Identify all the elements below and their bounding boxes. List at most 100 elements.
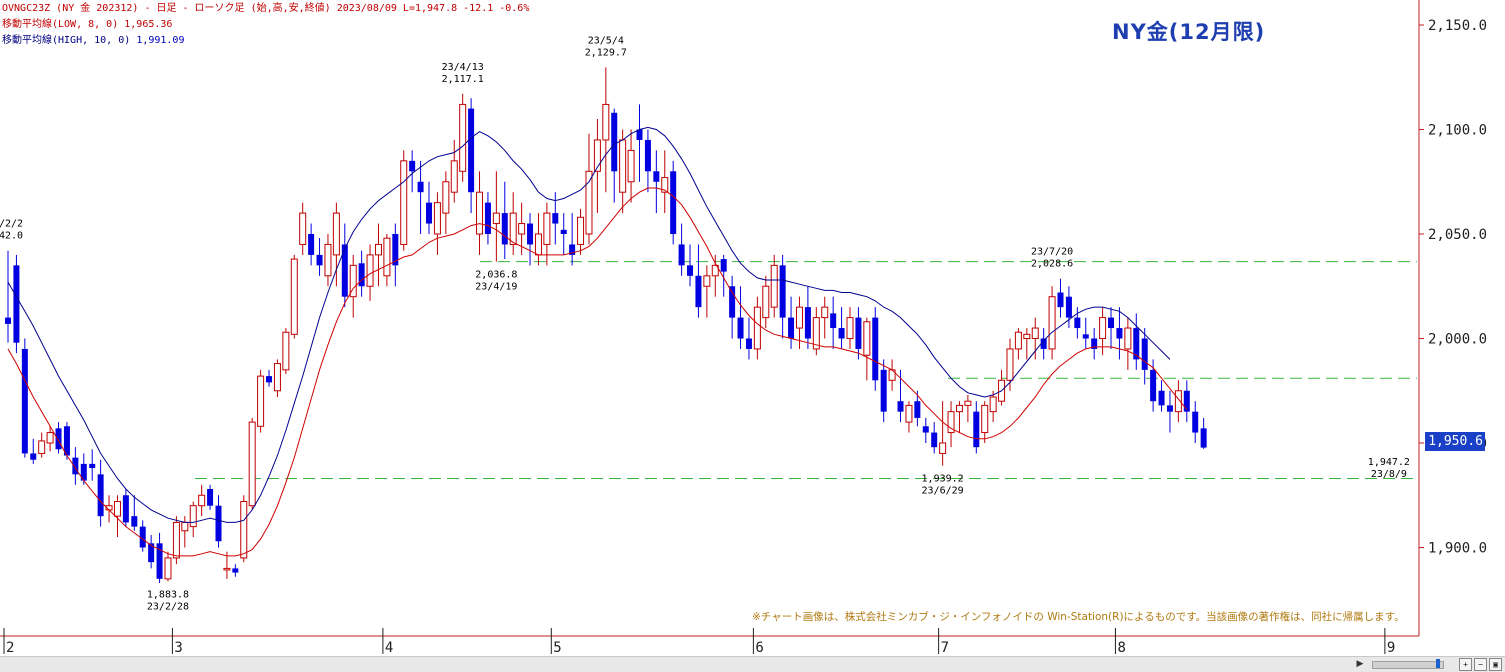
candle-body-up xyxy=(543,212,551,245)
candle-body-up xyxy=(947,411,955,434)
candle-body-down xyxy=(207,488,214,506)
candle-body-up xyxy=(1023,333,1031,340)
ma-low-value: 1,965.36 xyxy=(124,19,173,30)
candle-body-up xyxy=(1031,327,1039,339)
chart-scrollbar[interactable]: ▶ + − ▣ xyxy=(0,656,1505,672)
candle-body-down xyxy=(13,265,20,343)
candle-body-down xyxy=(1065,296,1072,318)
candle-body-down xyxy=(1040,338,1047,349)
ma-high-line xyxy=(7,126,1171,523)
ma-low-label: 移動平均線(LOW, 8, 0) xyxy=(2,19,119,30)
candle-body-down xyxy=(72,457,79,475)
ma-high-label: 移動平均線(HIGH, 10, 0) xyxy=(2,35,131,46)
candle-body-down xyxy=(1091,338,1098,349)
candle-body-down xyxy=(678,244,685,266)
candle-body-up xyxy=(492,212,500,225)
candle-body-up xyxy=(332,212,340,256)
candle-body-up xyxy=(299,212,307,245)
candle-body-up xyxy=(619,139,627,193)
candle-body-up xyxy=(711,264,719,277)
candle-body-up xyxy=(753,306,761,350)
candle-body-up xyxy=(1174,390,1182,413)
candle-body-down xyxy=(215,505,222,542)
annotation-label: 042.0 xyxy=(0,231,23,242)
zoom-in-icon[interactable]: + xyxy=(1459,658,1472,671)
y-tick-label: 2,100.0 xyxy=(1428,123,1487,139)
candle-body-up xyxy=(189,505,197,528)
annotation-label: 1,883.8 xyxy=(147,589,189,600)
candle-body-down xyxy=(30,453,37,460)
candle-body-up xyxy=(450,160,458,193)
x-month-label: 2 xyxy=(6,640,14,656)
fit-view-icon[interactable]: ▣ xyxy=(1489,658,1502,671)
candle-body-up xyxy=(459,103,467,172)
annotation-label: 23/2/28 xyxy=(147,601,189,612)
candle-body-down xyxy=(468,108,475,193)
candle-body-up xyxy=(290,258,298,335)
candle-body-up xyxy=(509,212,517,245)
candle-body-down xyxy=(729,286,736,318)
candle-body-down xyxy=(720,259,727,272)
annotation-label: 23/8/9 xyxy=(1371,469,1407,480)
candle-body-down xyxy=(1150,369,1157,402)
candle-body-up xyxy=(223,567,231,571)
candle-body-down xyxy=(830,313,837,329)
candle-body-up xyxy=(955,404,963,413)
candle-body-down xyxy=(880,369,887,412)
candle-body-down xyxy=(409,160,416,172)
candle-body-down xyxy=(1108,317,1115,329)
annotation-label: 3/2/2 xyxy=(0,219,23,230)
x-month-label: 8 xyxy=(1117,640,1125,656)
candle-body-up xyxy=(433,202,441,235)
zoom-out-icon[interactable]: − xyxy=(1474,658,1487,671)
annotation-label: 23/5/4 xyxy=(588,35,624,46)
scroll-right-arrow-icon[interactable]: ▶ xyxy=(1356,659,1364,669)
annotation-label: 23/6/29 xyxy=(922,486,964,497)
candle-body-down xyxy=(644,139,651,172)
candle-body-up xyxy=(905,404,913,423)
x-month-label: 9 xyxy=(1387,640,1395,656)
candle-body-down xyxy=(308,234,315,255)
candle-body-up xyxy=(661,177,669,193)
candle-body-up xyxy=(38,440,46,454)
ma-high-legend: 移動平均線(HIGH, 10, 0) 1,991.09 xyxy=(2,35,184,47)
candle-body-up xyxy=(770,264,778,308)
header-line1: OVNGC23Z (NY 金 202312) - 日足 - ローソク足 (始,高… xyxy=(2,3,530,14)
copyright-note: ※チャート画像は、株式会社ミンカブ・ジ・インフォノイドの Win-Station… xyxy=(752,611,1405,623)
x-month-label: 4 xyxy=(385,640,393,656)
candle-body-up xyxy=(602,103,610,141)
zoom-slider-thumb[interactable] xyxy=(1436,659,1440,668)
annotation-label: 2,117.1 xyxy=(442,74,484,85)
candle-body-up xyxy=(964,400,972,406)
candle-body-down xyxy=(156,543,163,579)
candle-body-down xyxy=(804,307,811,339)
candle-body-up xyxy=(349,264,357,298)
candle-body-down xyxy=(232,568,239,573)
candle-body-down xyxy=(1133,328,1140,360)
annotation-label: 23/4/13 xyxy=(442,62,484,73)
candle-body-down xyxy=(914,401,921,418)
candle-body-up xyxy=(181,521,189,532)
candle-body-down xyxy=(148,543,155,563)
candle-body-down xyxy=(1141,338,1148,370)
candle-body-down xyxy=(1074,317,1081,329)
candle-body-up xyxy=(1006,348,1014,381)
zoom-slider-track[interactable] xyxy=(1372,661,1444,669)
candle-body-down xyxy=(737,317,744,339)
candle-body-down xyxy=(687,265,694,276)
candle-body-up xyxy=(795,306,803,329)
candle-body-up xyxy=(1099,317,1107,340)
annotation-label: 2,028.6 xyxy=(1031,259,1073,270)
candle-body-up xyxy=(1048,296,1056,350)
candle-body-down xyxy=(266,376,273,383)
candle-body-down xyxy=(139,526,146,548)
candle-body-down xyxy=(670,171,677,234)
candle-body-up xyxy=(366,254,374,287)
candle-body-down xyxy=(695,275,702,308)
candle-body-up xyxy=(113,501,121,517)
candle-body-up xyxy=(762,285,770,319)
candle-body-down xyxy=(5,317,11,324)
y-tick-label: 2,000.0 xyxy=(1428,332,1487,348)
candle-body-down xyxy=(922,426,929,433)
candle-body-up xyxy=(593,139,601,172)
